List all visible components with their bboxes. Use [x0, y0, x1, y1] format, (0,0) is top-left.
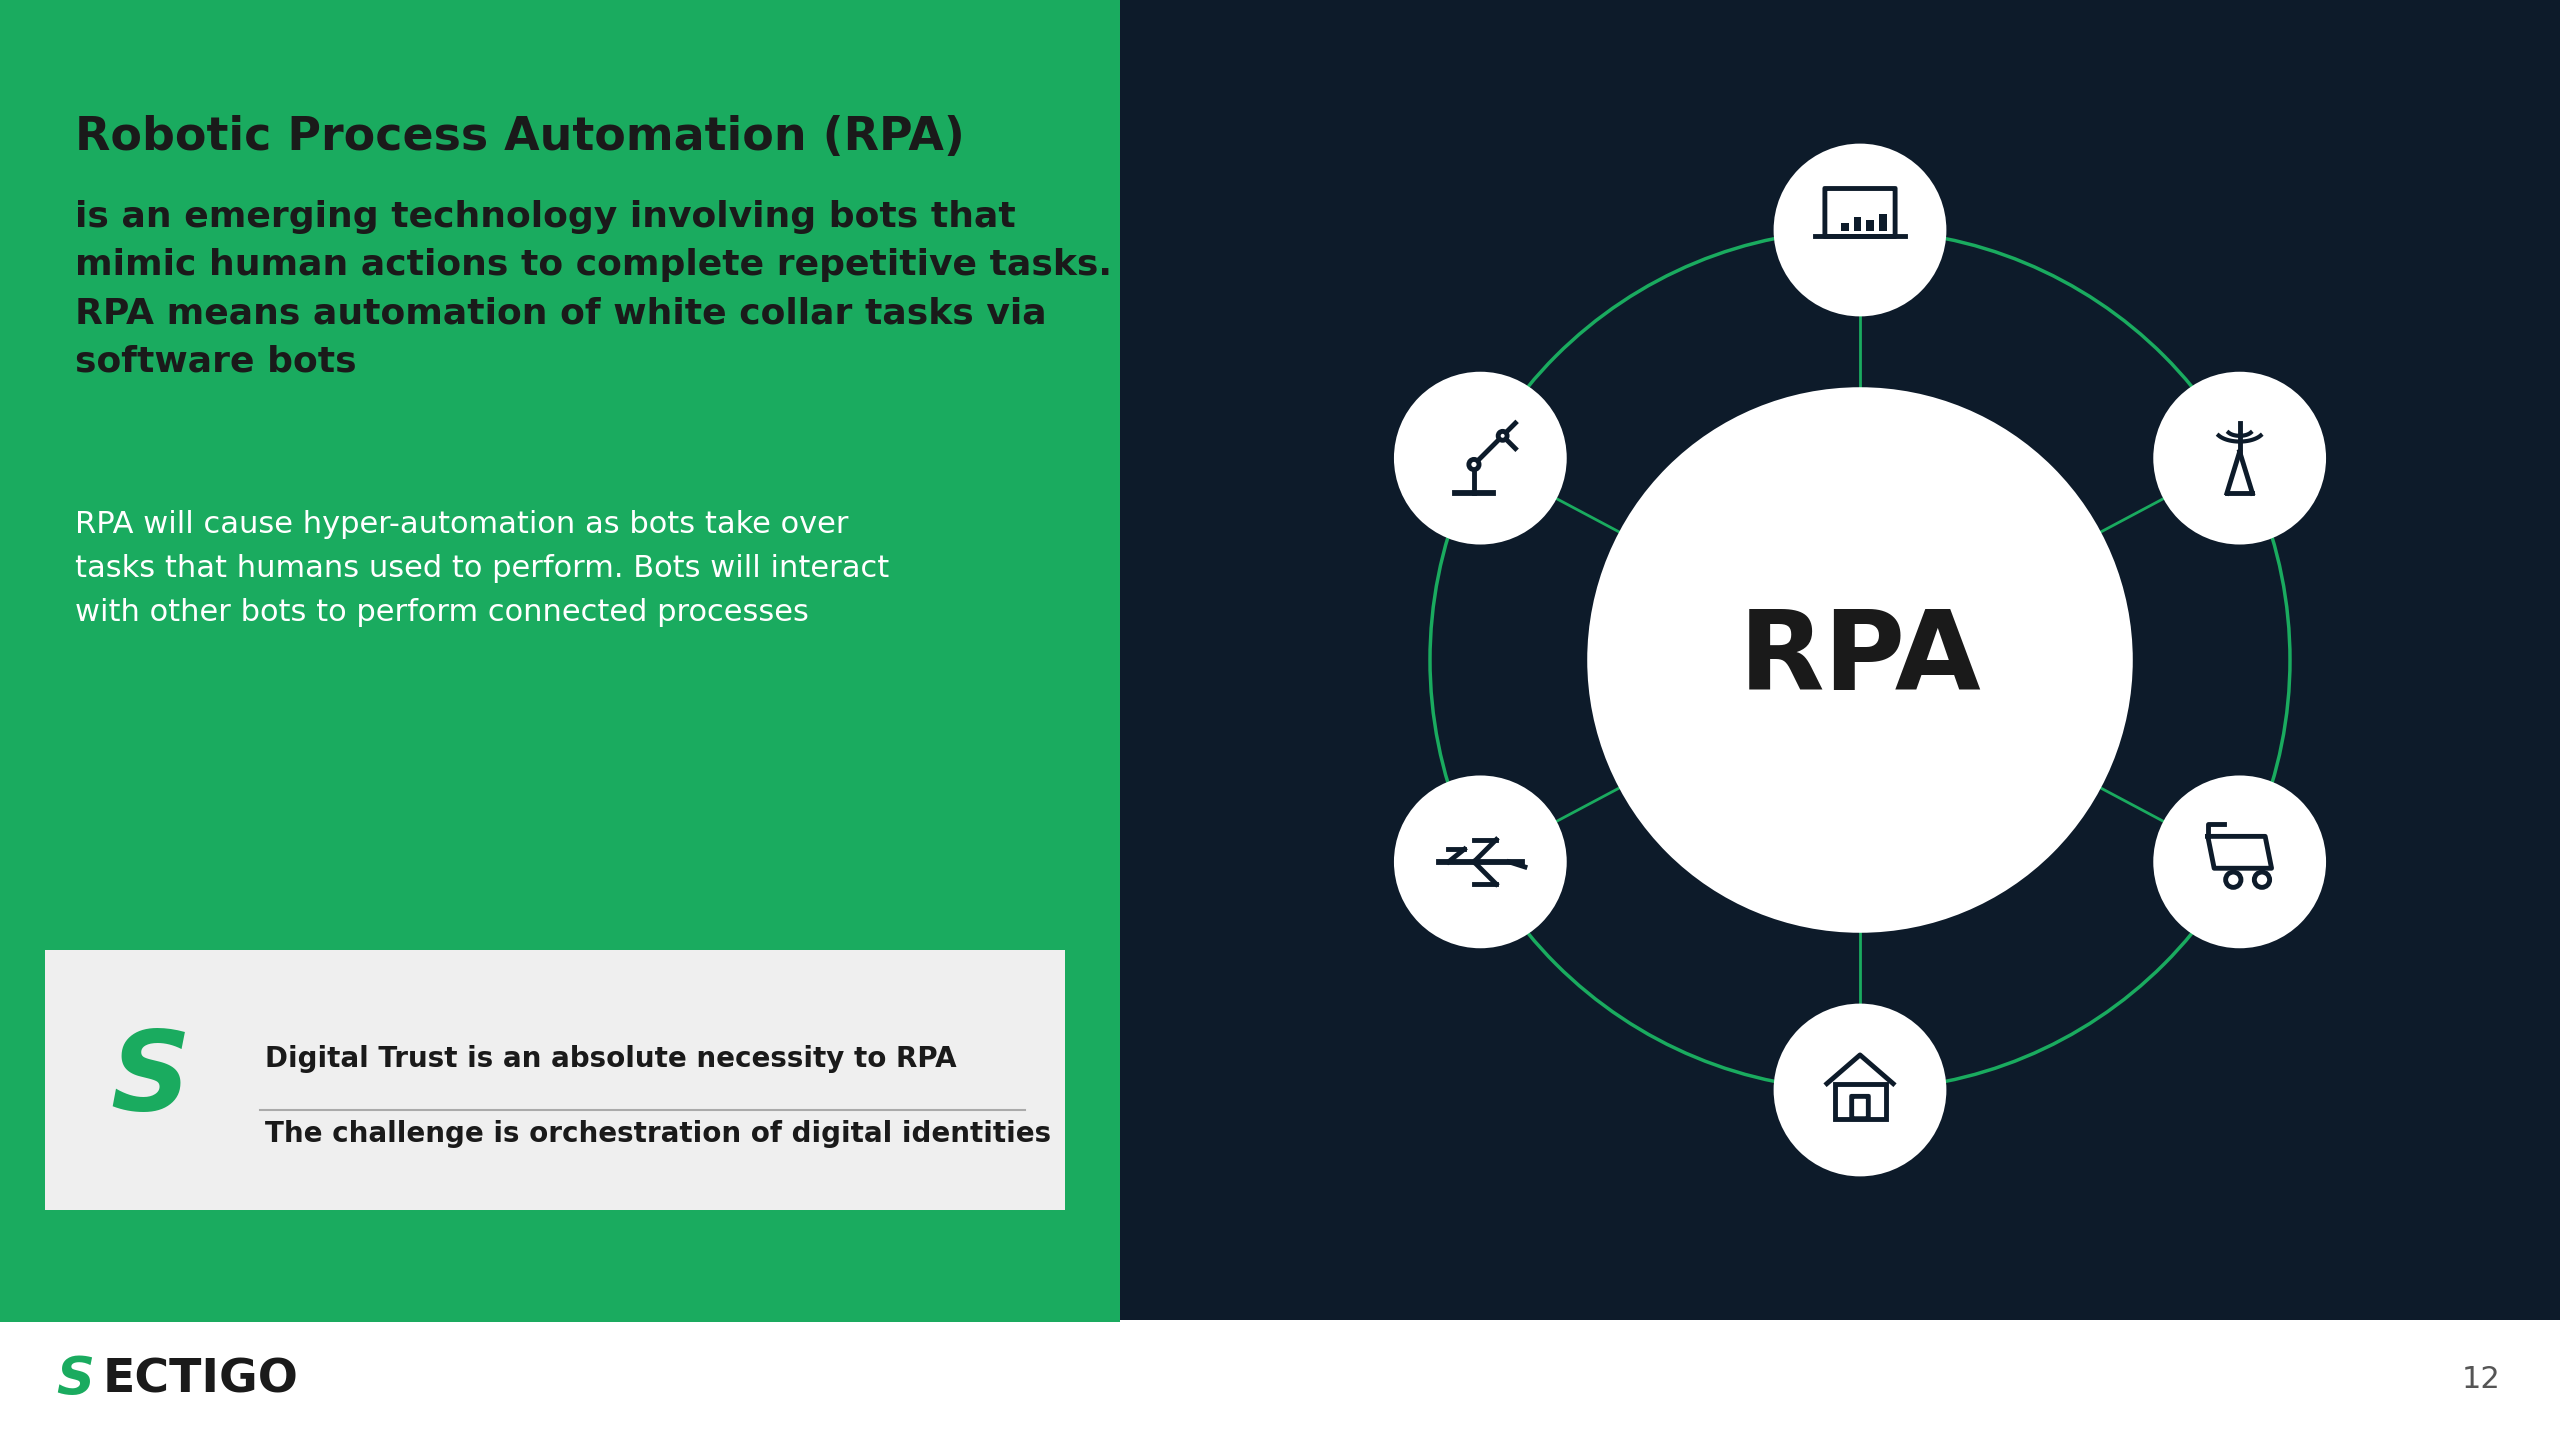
Circle shape [1774, 145, 1946, 315]
Circle shape [2225, 873, 2240, 887]
Bar [0, 0, 1121, 1320]
Text: software bots: software bots [74, 344, 356, 377]
Text: ECTIGO: ECTIGO [102, 1358, 300, 1403]
Text: tasks that humans used to perform. Bots will interact: tasks that humans used to perform. Bots … [74, 554, 888, 583]
Circle shape [1395, 373, 1564, 543]
Circle shape [1774, 1005, 1946, 1175]
Text: with other bots to perform connected processes: with other bots to perform connected pro… [74, 598, 809, 626]
Bar [1866, 220, 1874, 232]
Text: Digital Trust is an absolute necessity to RPA: Digital Trust is an absolute necessity t… [266, 1045, 957, 1073]
Text: RPA means automation of white collar tasks via: RPA means automation of white collar tas… [74, 297, 1047, 330]
Text: mimic human actions to complete repetitive tasks.: mimic human actions to complete repetiti… [74, 248, 1111, 282]
Circle shape [1395, 776, 1564, 948]
Circle shape [1590, 390, 2130, 930]
Bar [1836, 1084, 1887, 1119]
Text: RPA: RPA [1738, 606, 1981, 713]
Text: S: S [56, 1354, 95, 1405]
Bar [1121, 0, 2560, 1440]
Bar [1841, 223, 1848, 232]
Circle shape [2156, 373, 2324, 543]
Text: RPA will cause hyper-automation as bots take over: RPA will cause hyper-automation as bots … [74, 510, 847, 539]
Circle shape [2255, 873, 2271, 887]
Text: S: S [110, 1027, 189, 1133]
Circle shape [2156, 776, 2324, 948]
Text: is an emerging technology involving bots that: is an emerging technology involving bots… [74, 200, 1016, 233]
Circle shape [1469, 459, 1480, 469]
Bar [0, 1318, 1121, 1322]
Bar [1879, 213, 1887, 232]
Circle shape [1498, 432, 1508, 441]
Text: The challenge is orchestration of digital identities: The challenge is orchestration of digita… [266, 1120, 1052, 1148]
Bar [0, 1320, 2560, 1440]
Bar [1853, 217, 1861, 232]
Bar [46, 950, 1065, 1210]
Text: Robotic Process Automation (RPA): Robotic Process Automation (RPA) [74, 115, 965, 160]
Text: 12: 12 [2460, 1365, 2501, 1394]
